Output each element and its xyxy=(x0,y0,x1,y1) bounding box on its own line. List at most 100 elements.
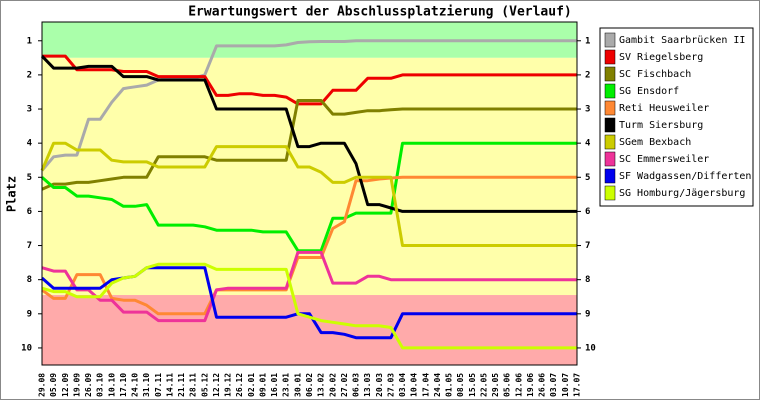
x-tick-label: 02.01 xyxy=(247,373,256,397)
zone-band xyxy=(42,295,577,365)
x-tick-label: 19.06 xyxy=(526,373,535,397)
legend-swatch xyxy=(604,168,616,184)
series-line xyxy=(40,39,577,172)
x-tick-label: 12.12 xyxy=(212,373,221,397)
legend-label: SC Emmersweiler xyxy=(619,154,709,165)
series-line xyxy=(41,250,577,323)
legend-box xyxy=(599,27,754,207)
legend-label: Gambit Saarbrücken II xyxy=(619,35,745,46)
legend-label: SV Riegelsberg xyxy=(619,52,703,63)
legend-label: SF Wadgassen/Differten xyxy=(619,171,751,182)
series-line xyxy=(41,99,577,191)
legend-label: SC Fischbach xyxy=(619,69,691,80)
y-tick-label-right: 6 xyxy=(585,207,590,217)
y-tick-label: 9 xyxy=(27,309,32,319)
x-tick-label: 30.01 xyxy=(293,373,302,397)
x-tick-label: 05.09 xyxy=(49,373,58,397)
x-tick-label: 14.11 xyxy=(165,373,174,397)
x-tick-label: 27.02 xyxy=(340,373,349,397)
y-tick-label: 2 xyxy=(27,70,32,80)
x-tick-label: 05.06 xyxy=(503,373,512,397)
x-tick-label: 03.07 xyxy=(549,373,558,397)
legend-label: SGem Bexbach xyxy=(619,137,691,148)
x-tick-label: 09.01 xyxy=(258,373,267,397)
y-tick-label-right: 7 xyxy=(585,241,590,251)
legend-swatch xyxy=(604,151,616,167)
y-axis-label: Platz xyxy=(5,176,19,212)
series-line xyxy=(40,141,577,247)
y-tick-label-right: 5 xyxy=(585,173,590,183)
x-tick-label: 17.07 xyxy=(573,373,582,397)
y-tick-label-right: 8 xyxy=(585,275,590,285)
legend-swatch xyxy=(604,185,616,201)
y-tick-label-right: 10 xyxy=(585,343,596,353)
x-tick-label: 29.08 xyxy=(38,373,47,397)
legend-swatch xyxy=(604,49,616,65)
x-tick-label: 07.11 xyxy=(154,373,163,397)
x-tick-label: 12.06 xyxy=(514,373,523,397)
x-tick-label: 10.07 xyxy=(561,373,570,397)
x-tick-label: 31.10 xyxy=(142,373,151,397)
y-tick-label: 5 xyxy=(27,173,32,183)
chart-title: Erwartungswert der Abschlussplatzierung … xyxy=(188,5,572,20)
legend-label: Reti Heusweiler xyxy=(619,103,709,114)
y-tick-label: 1 xyxy=(27,36,32,46)
series-line xyxy=(42,54,577,106)
legend-label: SG Ensdorf xyxy=(619,86,679,97)
legend-label: SG Homburg/Jägersburg xyxy=(619,188,745,199)
x-tick-label: 29.05 xyxy=(491,373,500,397)
x-tick-label: 17.04 xyxy=(421,373,430,397)
x-tick-label: 28.11 xyxy=(189,373,198,397)
x-tick-label: 22.05 xyxy=(479,373,488,397)
x-tick-label: 13.02 xyxy=(317,373,326,397)
x-tick-label: 17.10 xyxy=(119,373,128,397)
x-tick-label: 08.05 xyxy=(456,373,465,397)
legend-swatch xyxy=(604,66,616,82)
legend-label: Turm Siersburg xyxy=(619,120,703,131)
x-tick-label: 06.02 xyxy=(305,373,314,397)
legend-swatch xyxy=(604,32,616,48)
y-tick-label: 10 xyxy=(21,343,32,353)
legend-swatch xyxy=(604,134,616,150)
y-tick-label: 3 xyxy=(27,105,32,115)
x-tick-label: 05.12 xyxy=(200,373,209,397)
x-tick-label: 27.03 xyxy=(386,373,395,397)
series-line xyxy=(40,55,577,213)
y-tick-label-right: 3 xyxy=(585,105,590,115)
x-tick-label: 19.12 xyxy=(224,373,233,397)
x-tick-label: 10.04 xyxy=(410,373,419,397)
y-tick-label-right: 1 xyxy=(585,36,590,46)
series-line xyxy=(41,262,577,350)
y-tick-label-right: 9 xyxy=(585,309,590,319)
x-tick-label: 19.09 xyxy=(72,373,81,397)
x-tick-label: 24.10 xyxy=(131,373,140,397)
y-tick-label: 4 xyxy=(27,139,33,149)
x-tick-label: 26.12 xyxy=(235,373,244,397)
y-tick-label: 8 xyxy=(27,275,32,285)
x-tick-label: 13.03 xyxy=(363,373,372,397)
x-tick-label: 10.10 xyxy=(107,373,116,397)
series-line xyxy=(41,141,577,253)
x-tick-label: 03.04 xyxy=(398,373,407,397)
x-tick-label: 16.01 xyxy=(270,373,279,397)
x-tick-label: 21.11 xyxy=(177,373,186,397)
x-tick-label: 06.03 xyxy=(352,373,361,397)
x-tick-label: 15.05 xyxy=(468,373,477,397)
x-tick-label: 26.06 xyxy=(538,373,547,397)
y-tick-label: 6 xyxy=(27,207,32,217)
x-tick-label: 12.09 xyxy=(61,373,70,397)
legend-swatch xyxy=(604,117,616,133)
x-tick-label: 20.02 xyxy=(328,373,337,397)
x-tick-label: 03.10 xyxy=(96,373,105,397)
series-line xyxy=(41,175,577,316)
y-tick-label-right: 2 xyxy=(585,70,590,80)
legend-swatch xyxy=(604,100,616,116)
y-tick-label-right: 4 xyxy=(585,139,591,149)
x-tick-label: 26.09 xyxy=(84,373,93,397)
x-tick-label: 20.03 xyxy=(375,373,384,397)
x-tick-label: 01.05 xyxy=(445,373,454,397)
plot-border xyxy=(41,21,578,366)
legend-swatch xyxy=(604,83,616,99)
x-tick-label: 24.04 xyxy=(433,373,442,397)
